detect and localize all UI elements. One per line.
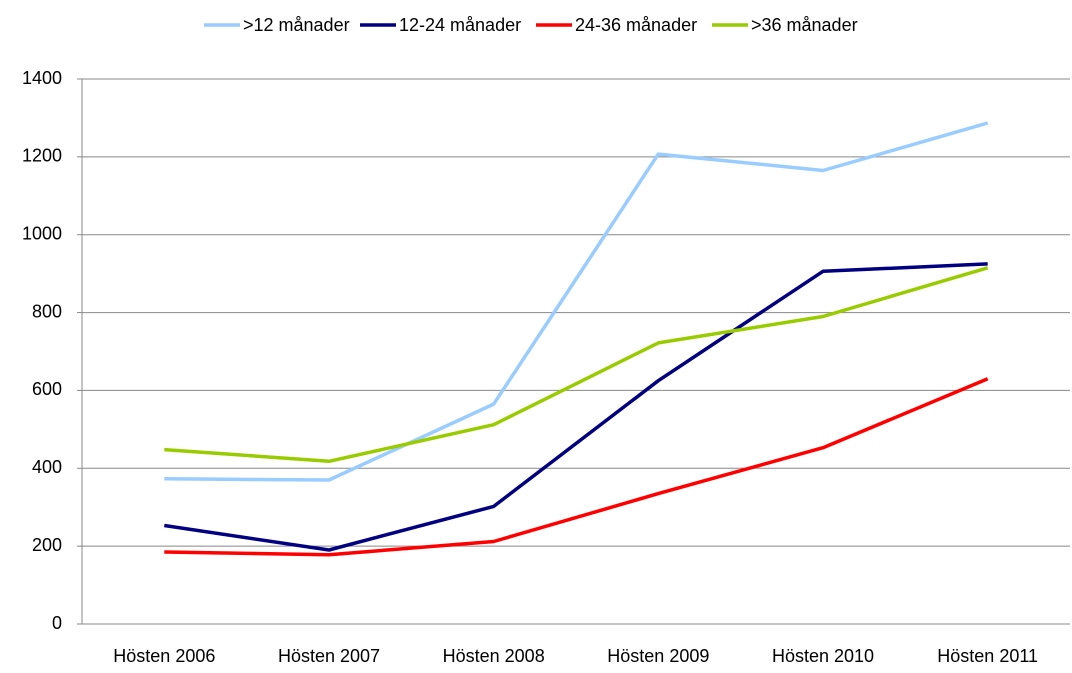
- series-line: [164, 121, 989, 482]
- legend-label: >12 månader: [243, 15, 350, 35]
- legend-label: 24-36 månader: [575, 15, 697, 35]
- x-tick-label: Hösten 2011: [937, 646, 1038, 666]
- y-tick-label: 1400: [22, 68, 62, 88]
- x-tick-label: Hösten 2010: [772, 646, 874, 666]
- x-tick-label: Hösten 2008: [443, 646, 545, 666]
- x-tick-label: Hösten 2006: [113, 646, 215, 666]
- y-tick-label: 1000: [22, 223, 62, 243]
- y-tick-label: 0: [52, 613, 62, 633]
- y-tick-label: 1200: [22, 146, 62, 166]
- series-line: [164, 377, 989, 557]
- legend-label: 12-24 månader: [399, 15, 521, 35]
- x-tick-label: Hösten 2007: [278, 646, 380, 666]
- series-line: [164, 266, 989, 464]
- series-line: [164, 262, 988, 552]
- y-tick-label: 600: [32, 379, 62, 399]
- y-tick-label: 800: [32, 301, 62, 321]
- y-tick-label: 200: [32, 535, 62, 555]
- x-tick-label: Hösten 2009: [607, 646, 709, 666]
- y-tick-label: 400: [32, 457, 62, 477]
- legend-label: >36 månader: [751, 15, 858, 35]
